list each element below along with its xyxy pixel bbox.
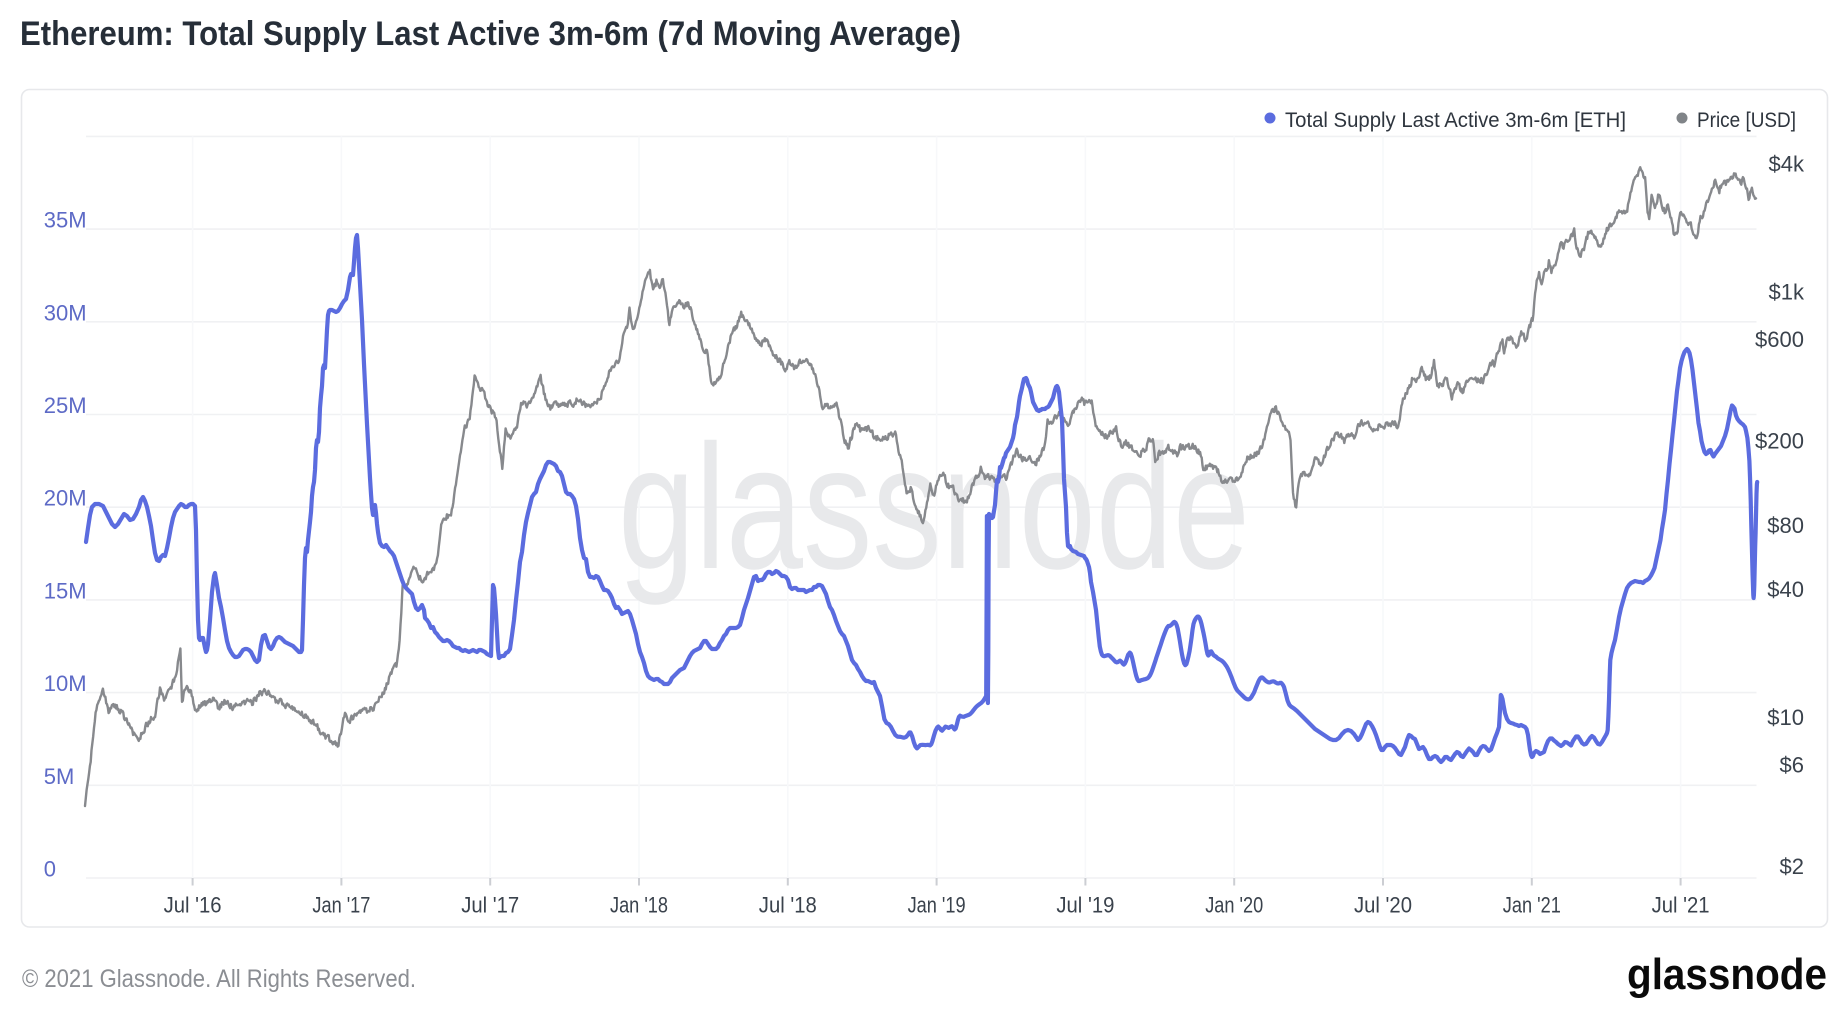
svg-text:Jan '17: Jan '17: [312, 893, 370, 918]
svg-text:$80: $80: [1767, 513, 1804, 538]
svg-text:Price [USD]: Price [USD]: [1697, 109, 1796, 132]
svg-text:Jul '18: Jul '18: [759, 893, 817, 918]
svg-text:$10: $10: [1767, 705, 1804, 730]
svg-text:Jul '21: Jul '21: [1652, 893, 1710, 918]
svg-text:Jan '21: Jan '21: [1503, 893, 1561, 918]
svg-text:15M: 15M: [44, 578, 87, 603]
svg-text:20M: 20M: [44, 486, 87, 511]
svg-text:$40: $40: [1767, 577, 1804, 602]
svg-text:$2: $2: [1780, 854, 1804, 879]
svg-text:$4k: $4k: [1769, 152, 1805, 177]
svg-text:Jan '19: Jan '19: [908, 893, 966, 918]
svg-text:Jul '16: Jul '16: [164, 893, 222, 918]
svg-text:0: 0: [44, 857, 56, 882]
svg-text:$6: $6: [1780, 752, 1804, 777]
svg-text:glassnode: glassnode: [618, 408, 1250, 606]
svg-text:$600: $600: [1755, 327, 1804, 352]
svg-text:Total Supply Last Active 3m-6m: Total Supply Last Active 3m-6m [ETH]: [1285, 109, 1626, 132]
svg-text:$200: $200: [1755, 428, 1804, 453]
svg-text:5M: 5M: [44, 764, 75, 789]
svg-text:Jul '20: Jul '20: [1354, 893, 1412, 918]
svg-text:Jul '19: Jul '19: [1056, 893, 1114, 918]
svg-text:Jan '18: Jan '18: [610, 893, 668, 918]
svg-text:10M: 10M: [44, 671, 87, 696]
svg-text:Ethereum: Total Supply Last Ac: Ethereum: Total Supply Last Active 3m-6m…: [20, 15, 961, 53]
svg-text:Jul '17: Jul '17: [461, 893, 519, 918]
svg-text:glassnode: glassnode: [1627, 950, 1827, 999]
svg-text:$1k: $1k: [1769, 280, 1805, 305]
svg-text:35M: 35M: [44, 208, 87, 233]
svg-text:© 2021 Glassnode. All Rights R: © 2021 Glassnode. All Rights Reserved.: [22, 965, 416, 993]
svg-text:25M: 25M: [44, 393, 87, 418]
svg-text:30M: 30M: [44, 300, 87, 325]
svg-text:Jan '20: Jan '20: [1205, 893, 1263, 918]
